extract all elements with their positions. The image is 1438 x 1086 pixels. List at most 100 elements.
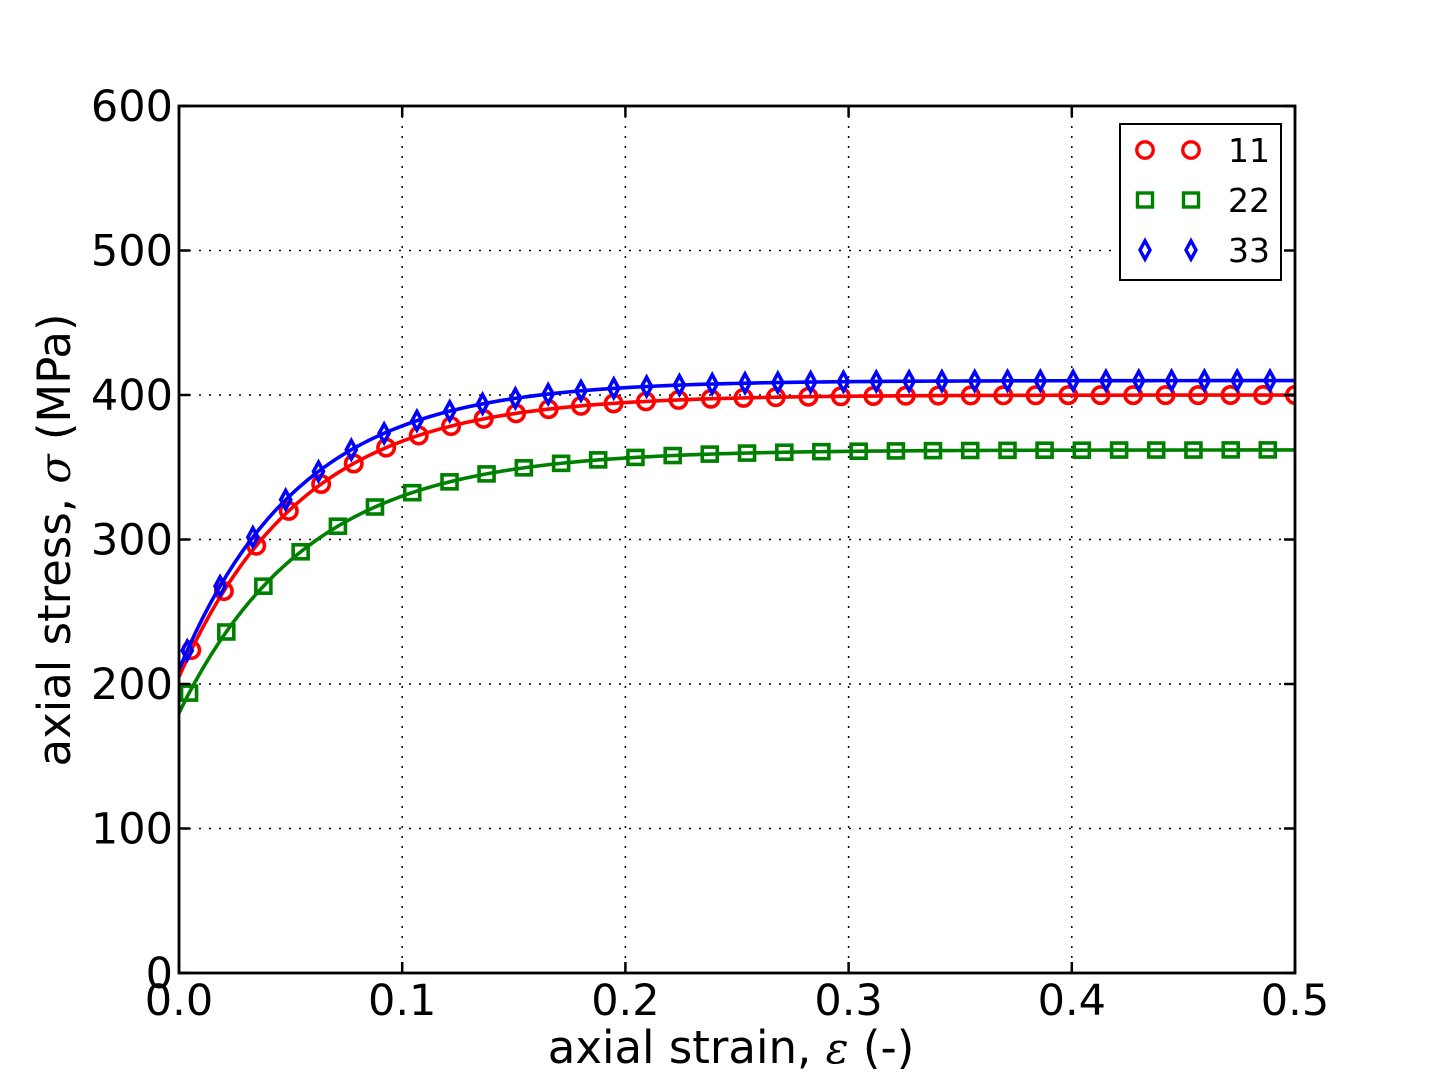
thin-diamond-marker-icon [278,486,293,513]
square-marker-icon [440,473,459,491]
square-marker-icon [477,465,496,483]
thin-diamond-marker-icon [1230,367,1245,394]
x-tick-label: 0.5 [1261,976,1329,1026]
thin-diamond-marker-icon [508,385,523,412]
square-marker-icon [626,448,645,467]
square-marker-icon [998,441,1017,460]
legend-label-11: 11 [1228,131,1270,170]
thin-diamond-marker-icon [1066,367,1081,394]
y-tick-label: 500 [91,227,173,277]
square-marker-icon [514,459,534,477]
x-axis-label-text: axial strain, [547,1021,826,1075]
square-marker-icon [737,444,757,462]
square-marker-icon [291,542,310,561]
thin-diamond-marker-icon [1197,367,1212,394]
circle-marker-icon [1025,385,1046,406]
circle-marker-icon [993,385,1014,406]
thin-diamond-marker-icon [1164,367,1179,394]
square-marker-icon [849,442,868,461]
series-22 [179,441,1295,714]
square-marker-icon [1072,441,1092,459]
circle-marker-icon [1253,384,1274,405]
square-marker-icon [551,454,571,473]
series-22-line [179,448,1295,714]
square-marker-icon [1184,441,1203,459]
square-marker-icon [1135,191,1155,209]
x-tick-label: 0.4 [1038,976,1106,1026]
legend: 11 22 33 [1119,123,1282,281]
thin-diamond-marker-icon [377,420,392,447]
thin-diamond-marker-icon [606,375,621,402]
y-tick-label: 0 [146,949,173,999]
circle-marker-icon [1181,140,1201,160]
square-marker-icon [588,451,608,469]
thin-diamond-marker-icon [902,368,917,395]
thin-diamond-marker-icon [934,368,949,395]
square-marker-icon [365,498,385,516]
x-tick-label: 0.0 [145,976,213,1026]
thin-diamond-marker-icon [573,377,589,404]
thin-diamond-marker-icon [967,368,982,394]
x-tick-label: 0.2 [591,976,659,1026]
circle-marker-icon [1090,385,1111,406]
thin-diamond-marker-icon [409,407,424,434]
thin-diamond-marker-icon [475,390,490,417]
thin-diamond-marker-icon [705,371,720,397]
x-axis-label: axial strain, ε (-) [548,1025,915,1071]
y-axis-label-unit: (MPa) [28,313,82,455]
circle-marker-icon [1058,385,1079,406]
square-marker-icon [1146,441,1166,459]
legend-label-22: 22 [1228,181,1270,220]
x-tick-label: 0.1 [368,976,436,1026]
thin-diamond-marker-icon [869,368,884,395]
legend-entry-22: 22 [1135,181,1270,220]
thin-diamond-marker-icon [639,373,654,400]
circle-marker-icon [1188,385,1209,406]
square-marker-icon [923,441,943,460]
thin-diamond-marker-icon [180,637,195,664]
square-marker-icon [700,445,720,463]
thin-diamond-marker-icon [1033,367,1048,394]
y-tick-label: 300 [91,516,173,566]
series-22-markers [179,441,1278,702]
thin-diamond-marker-icon [541,381,556,408]
thin-diamond-marker-icon [803,369,818,396]
thin-diamond-marker-icon [1098,367,1113,394]
y-axis-label-text: axial stress, [28,483,82,767]
thin-diamond-marker-icon [1184,237,1198,263]
square-marker-icon [328,517,348,536]
y-axis-label: axial stress, σ (MPa) [28,313,82,766]
square-marker-icon [254,577,273,595]
circle-marker-icon [1220,384,1241,405]
series-11 [179,384,1295,678]
circle-marker-icon [1135,140,1155,160]
square-marker-icon [217,623,236,641]
legend-entry-33: 33 [1138,231,1270,270]
square-marker-icon [1221,441,1241,459]
x-tick-label: 0.3 [814,976,882,1026]
thin-diamond-marker-icon [1131,367,1146,394]
legend-entry-11: 11 [1135,131,1270,170]
square-marker-icon [402,483,422,502]
thin-diamond-marker-icon [213,573,228,600]
thin-diamond-marker-icon [442,398,457,425]
thin-diamond-marker-icon [672,372,687,398]
thin-diamond-marker-icon [770,369,785,396]
sigma-symbol: σ [31,454,82,484]
square-marker-icon [179,684,199,702]
square-marker-icon [960,441,980,460]
legend-label-33: 33 [1228,231,1270,270]
series-33 [179,367,1295,671]
x-axis-label-unit: (-) [848,1021,915,1075]
y-tick-label: 100 [91,805,173,855]
thin-diamond-marker-icon [344,436,359,463]
series-11-markers [181,384,1295,661]
square-marker-icon [886,442,906,460]
thin-diamond-marker-icon [1138,237,1152,263]
y-tick-label: 600 [91,82,173,132]
square-marker-icon [812,442,831,461]
thin-diamond-marker-icon [1262,367,1278,394]
square-marker-icon [1109,441,1129,459]
thin-diamond-marker-icon [836,368,851,395]
